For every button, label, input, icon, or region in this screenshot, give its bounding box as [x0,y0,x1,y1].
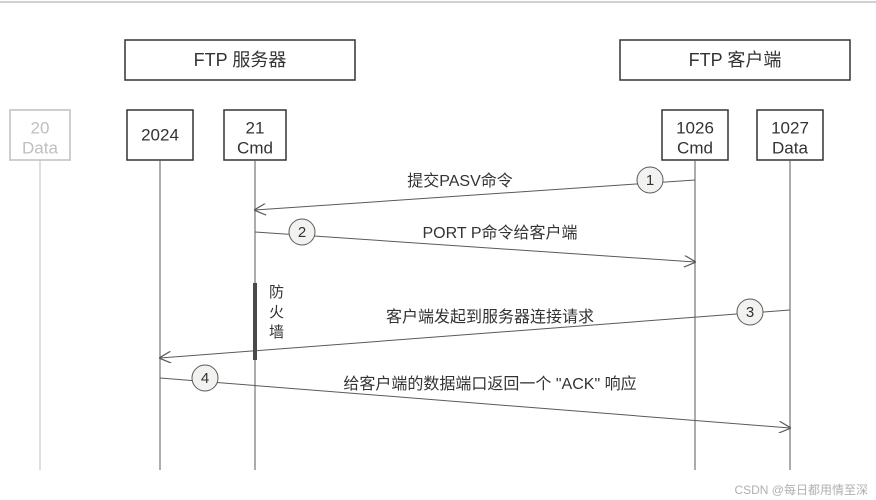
participant-label-top: 1026 [676,118,714,137]
firewall-label-char: 火 [269,304,284,321]
sequence-diagram: FTP 服务器FTP 客户端20Data202421Cmd1026Cmd1027… [0,0,876,500]
participant-label-bottom: Data [22,138,58,157]
firewall-bar [253,283,257,360]
message-label: PORT P命令给客户端 [423,224,578,242]
firewall-label-char: 墙 [269,324,284,341]
participant-label-bottom: Data [772,138,808,157]
firewall-label-char: 防 [269,284,284,301]
participant-label-bottom: Cmd [237,138,273,157]
participant-label: 2024 [141,125,179,144]
participant-label-bottom: Cmd [677,138,713,157]
watermark: CSDN @每日都用情至深 [734,482,868,497]
participant-label-top: 21 [246,118,265,137]
sequence-number: 1 [646,172,654,189]
participant-label-top: 20 [31,118,50,137]
sequence-number: 3 [746,304,754,321]
group-label: FTP 客户端 [689,50,782,70]
message-label: 提交PASV命令 [407,172,513,190]
message-label: 客户端发起到服务器连接请求 [386,308,594,326]
group-label: FTP 服务器 [194,50,287,70]
sequence-number: 4 [201,370,209,387]
sequence-number: 2 [298,224,306,241]
participant-label-top: 1027 [771,118,809,137]
message-label: 给客户端的数据端口返回一个 "ACK" 响应 [343,374,636,393]
